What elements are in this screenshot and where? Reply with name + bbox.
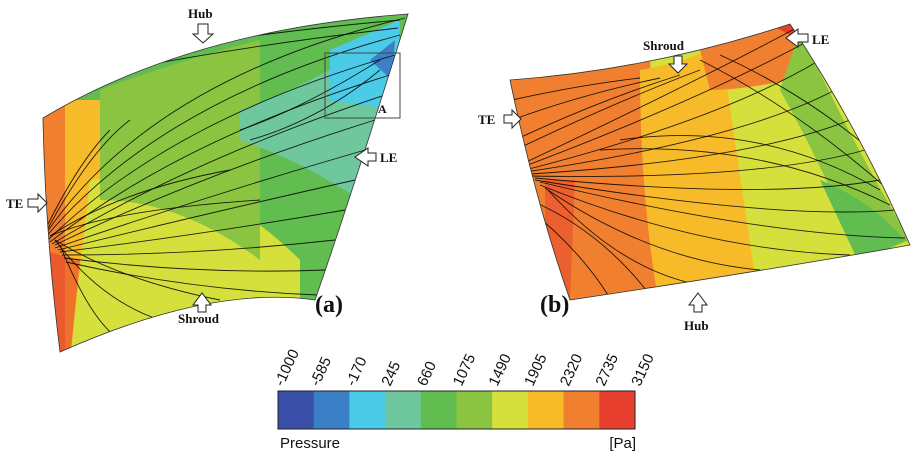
colorbar-tick-label: 3150 — [628, 351, 658, 388]
colorbar-title: Pressure — [280, 435, 340, 452]
colorbar-tick-label: 1905 — [521, 351, 551, 388]
callout-le-b-label: LE — [812, 32, 829, 47]
colorbar-unit: [Pa] — [609, 435, 636, 452]
callout-hub-a-label: Hub — [188, 6, 213, 21]
colorbar-swatches — [278, 391, 636, 429]
streamlines-a — [44, 17, 406, 341]
right-arrow-icon — [503, 108, 522, 130]
callout-te-b-label: TE — [478, 112, 495, 127]
callout-hub-b-label: Hub — [684, 318, 709, 333]
colorbar-tick-label: 1490 — [485, 351, 515, 388]
callout-shroud-b: Shroud — [643, 38, 689, 74]
colorbar-tick-label: 2320 — [557, 351, 587, 388]
colorbar-swatch — [420, 391, 457, 429]
panel-label-b: (b) — [540, 292, 569, 318]
left-arrow-icon — [785, 28, 809, 48]
down-arrow-icon — [191, 23, 215, 44]
colorbar-tick-label: 2735 — [593, 351, 623, 388]
panel-label-a: (a) — [315, 292, 343, 318]
colorbar-swatch — [349, 391, 386, 429]
callout-te-a-label: TE — [6, 196, 23, 211]
colorbar-swatch — [313, 391, 350, 429]
colorbar-tick-label: 660 — [414, 359, 440, 389]
pressure-colorbar: -1000 -585 -170 245 660 1075 1490 1905 2320 2735 3… — [271, 347, 658, 452]
colorbar-swatch — [278, 391, 315, 429]
up-arrow-icon — [192, 292, 212, 313]
colorbar-swatch — [527, 391, 565, 429]
callout-shroud-a-label: Shroud — [178, 311, 220, 326]
colorbar-tick-label: -170 — [343, 354, 371, 388]
down-arrow-icon — [667, 55, 689, 74]
up-arrow-icon — [688, 292, 708, 313]
left-arrow-icon — [354, 147, 377, 167]
pressure-field-a — [43, 14, 408, 352]
blade-contour-b — [509, 23, 911, 301]
colorbar-swatch — [563, 391, 600, 429]
colorbar-swatch — [492, 391, 529, 429]
colorbar-swatch — [599, 391, 636, 429]
colorbar-swatch — [456, 391, 493, 429]
callout-le-a-label: LE — [380, 150, 397, 165]
colorbar-tick-labels: -1000 -585 -170 245 660 1075 1490 1905 2320 2735 3… — [271, 347, 658, 389]
streamlines-b — [511, 25, 906, 299]
callout-shroud-b-label: Shroud — [643, 38, 685, 53]
callout-le-a: LE — [354, 147, 397, 167]
colorbar-swatch — [385, 391, 422, 429]
colorbar-tick-label: 1075 — [450, 351, 480, 388]
callout-hub-a: Hub — [188, 6, 215, 44]
callout-shroud-a: Shroud — [178, 292, 220, 326]
callout-te-b: TE — [478, 108, 522, 130]
colorbar-tick-label: 245 — [378, 359, 404, 389]
callout-te-a: TE — [6, 192, 48, 214]
right-arrow-icon — [27, 192, 48, 214]
callout-hub-b: Hub — [684, 292, 709, 333]
colorbar-tick-label: -1000 — [271, 347, 303, 389]
colorbar-tick-label: -585 — [307, 354, 335, 388]
callout-le-b: LE — [785, 28, 829, 48]
zoom-box-a — [324, 52, 401, 119]
colorbar-frame — [277, 390, 636, 430]
zoom-label-a: A — [378, 102, 387, 116]
blade-contour-a: A — [42, 13, 409, 353]
